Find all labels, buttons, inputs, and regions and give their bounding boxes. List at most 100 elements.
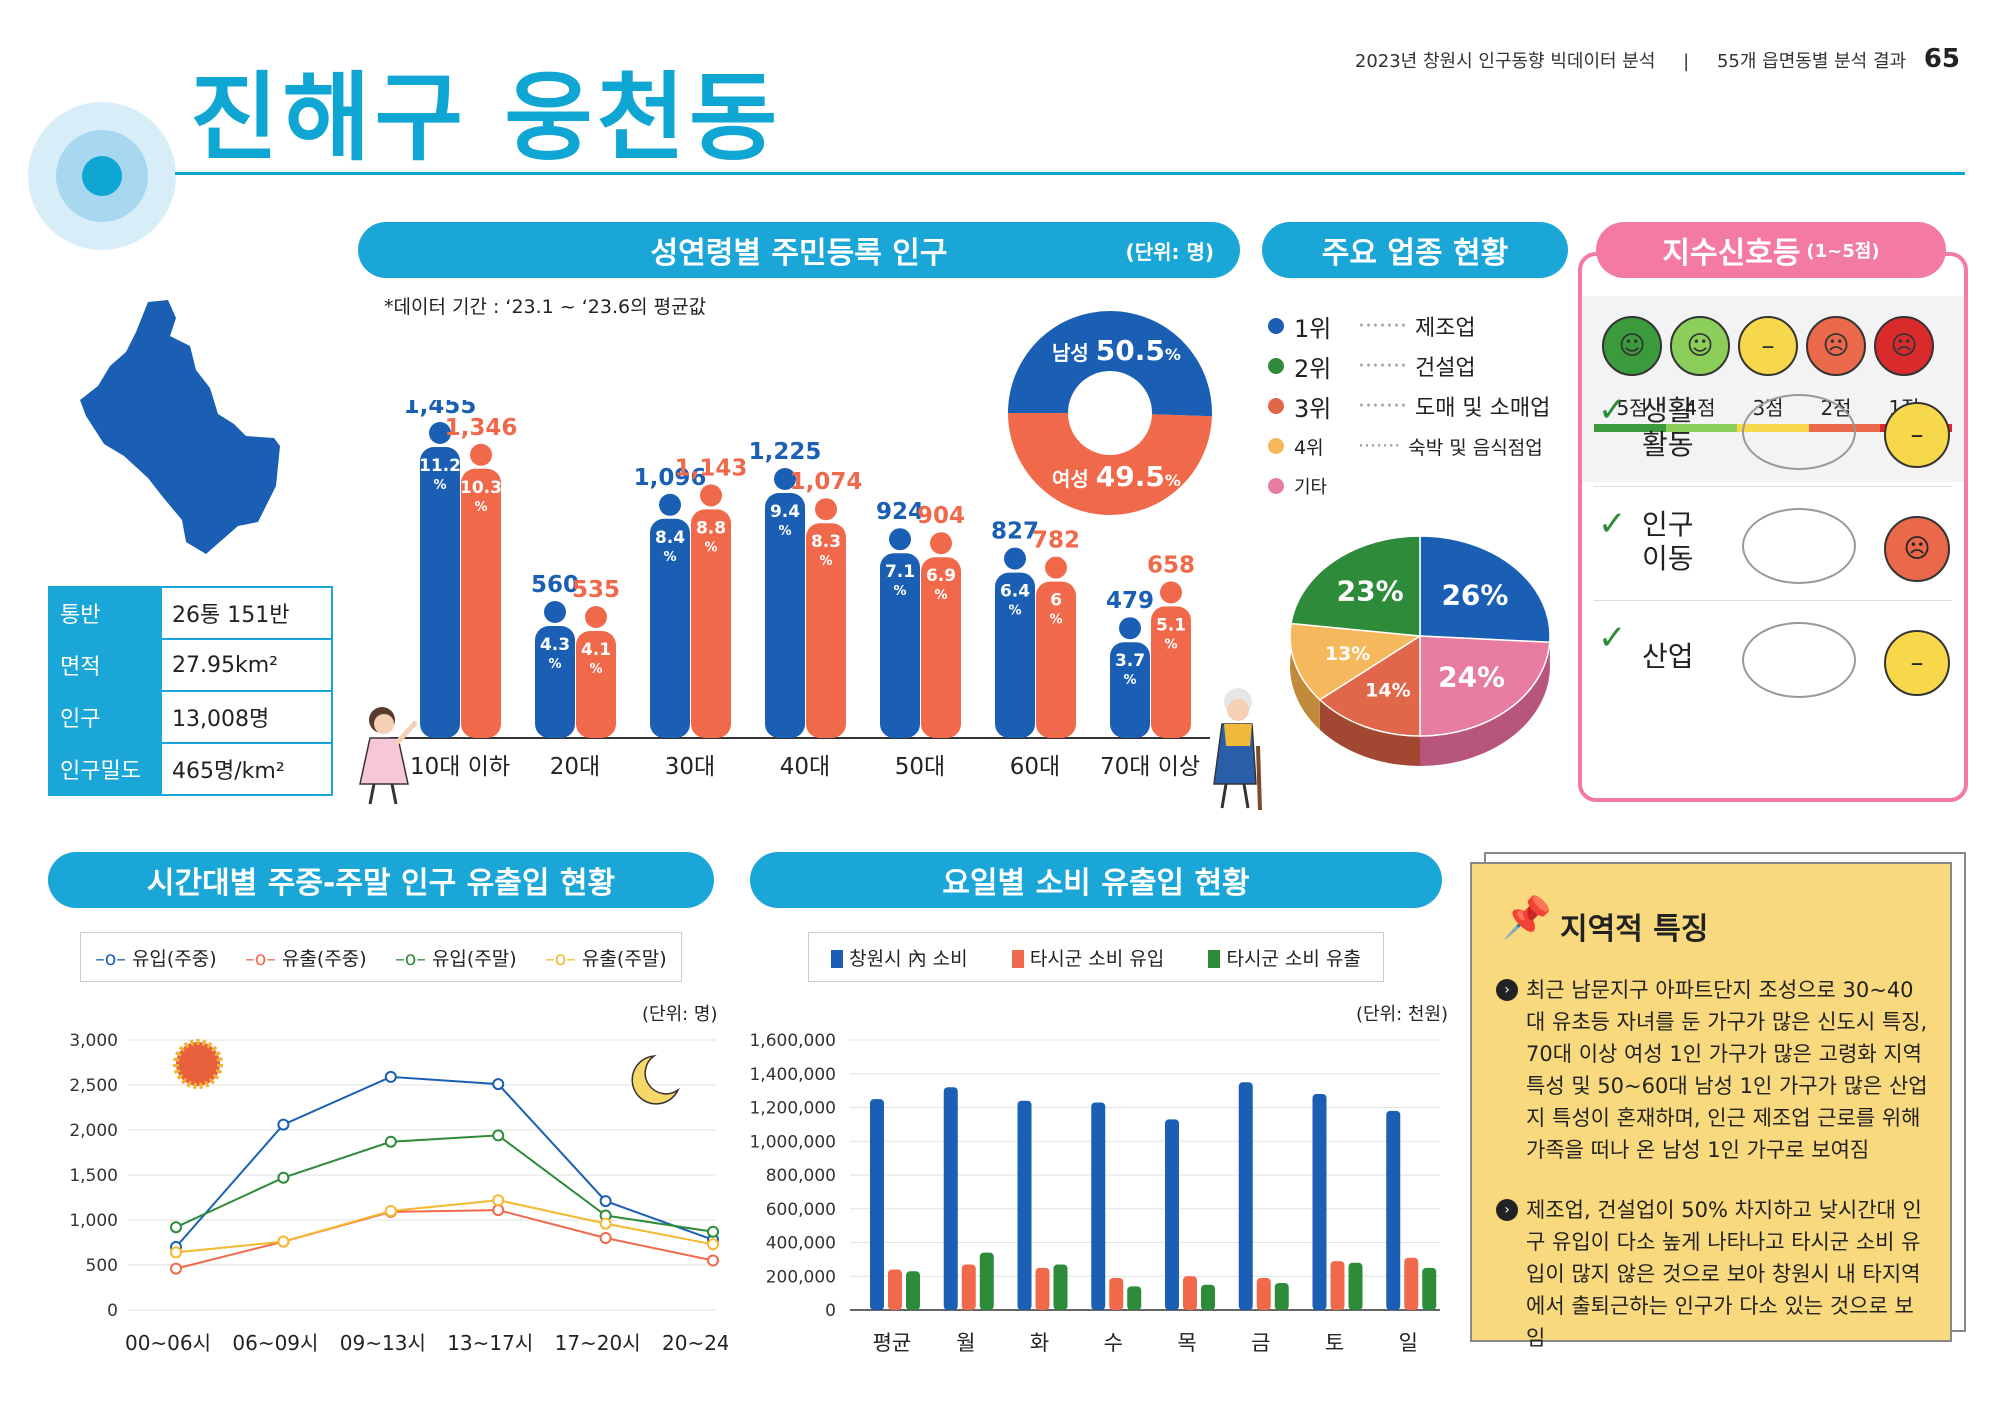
population-value: 535 xyxy=(572,577,620,603)
population-value: 827 xyxy=(991,519,1039,545)
population-value: 1,096 xyxy=(634,465,707,491)
consume-ytick: 1,000,000 xyxy=(750,1132,836,1152)
female-label-box: 여성 49.5% xyxy=(1052,460,1181,493)
population-note: *데이터 기간 : ‘23.1 ~ ‘23.6의 평균값 xyxy=(384,296,707,318)
info-key: 면적 xyxy=(48,638,162,692)
flow-legend-item: –o– 유입(주말) xyxy=(395,947,517,970)
population-head xyxy=(659,493,681,516)
consume-xtick: 토 xyxy=(1325,1331,1344,1355)
population-value: 904 xyxy=(917,503,965,529)
consume-ytick: 800,000 xyxy=(766,1166,836,1186)
flow-ytick: 3,000 xyxy=(69,1031,118,1051)
regional-text-2: 제조업, 건설업이 50% 차지하고 낮시간대 인구 유입이 다소 높게 나타나… xyxy=(1526,1198,1922,1350)
population-head xyxy=(1045,556,1067,579)
flow-line xyxy=(175,1134,714,1233)
scale-seg xyxy=(1665,424,1738,432)
population-bar xyxy=(1110,642,1150,738)
flow-legend-item: –o– 유입(주중) xyxy=(95,947,217,970)
population-pct-sign: % xyxy=(1164,637,1177,652)
population-pct-sign: % xyxy=(934,588,947,603)
consume-legend-item: 타시군 소비 유입 xyxy=(1011,944,1165,971)
consume-bar xyxy=(1256,1277,1271,1310)
flow-ytick: 500 xyxy=(86,1256,118,1276)
industry-slice xyxy=(1419,535,1551,644)
population-bar xyxy=(806,523,846,738)
population-pct: 10.3 xyxy=(460,478,502,498)
consume-bar xyxy=(1422,1267,1437,1310)
population-pct-sign: % xyxy=(589,662,602,677)
male-value: 50.5 xyxy=(1095,334,1165,367)
consume-xtick: 월 xyxy=(956,1331,975,1355)
industry-legend-5: 기타 xyxy=(1268,466,1550,506)
flow-legend-item: –o– 유출(주중) xyxy=(245,947,367,970)
population-bar xyxy=(535,626,575,738)
population-bar xyxy=(1036,581,1076,738)
population-head xyxy=(815,498,837,521)
flow-ytick: 1,000 xyxy=(69,1211,118,1231)
flow-point xyxy=(277,1118,290,1131)
industry-slice-label: 26% xyxy=(1441,578,1508,611)
signal-face-icon: ☹ xyxy=(1874,316,1934,376)
population-bar xyxy=(576,631,616,738)
consume-bar xyxy=(979,1252,994,1310)
industry-slice-label: 14% xyxy=(1365,679,1410,701)
population-value: 1,346 xyxy=(445,415,518,441)
population-value: 560 xyxy=(531,572,579,598)
flow-xtick: 09~13시 xyxy=(340,1331,426,1355)
population-head xyxy=(429,422,451,444)
flow-point xyxy=(384,1135,397,1148)
consume-xtick: 금 xyxy=(1251,1331,1270,1355)
flow-point xyxy=(492,1204,505,1217)
population-pct: 4.3 xyxy=(540,635,570,655)
signal-range: (1~5점) xyxy=(1806,241,1880,262)
flow-point xyxy=(170,1246,182,1259)
population-head xyxy=(544,601,566,623)
flow-legend-item: –o– 유출(주말) xyxy=(545,947,667,970)
industry-dots: ······· xyxy=(1358,313,1407,339)
sun-icon xyxy=(173,1039,223,1089)
flow-ytick: 1,500 xyxy=(69,1166,118,1186)
signal-row-icon xyxy=(1742,508,1856,584)
industry-slice-side xyxy=(1319,699,1420,766)
header-separator: | xyxy=(1683,51,1690,72)
industry-dots: ······· xyxy=(1358,393,1407,419)
population-head xyxy=(774,468,796,490)
consume-xtick: 수 xyxy=(1104,1331,1123,1355)
population-value: 479 xyxy=(1106,588,1154,614)
population-pct-sign: % xyxy=(1123,673,1136,688)
population-category: 10대 이하 xyxy=(410,754,510,780)
signal-row-label: 인구 이동 xyxy=(1642,508,1694,575)
industry-slice xyxy=(1289,622,1423,701)
flow-xtick: 00~06시 xyxy=(125,1331,211,1355)
consume-bar xyxy=(1404,1257,1419,1310)
industry-rank: 3위 xyxy=(1294,394,1332,423)
population-head xyxy=(1004,547,1026,570)
flow-xtick: 13~17시 xyxy=(447,1331,533,1355)
industry-dots: ······· xyxy=(1358,435,1401,457)
report-title: 2023년 창원시 인구동향 빅데이터 분석 xyxy=(1354,51,1656,72)
population-pct-sign: % xyxy=(548,657,561,672)
consume-xtick: 평균 xyxy=(873,1331,912,1355)
flow-point xyxy=(707,1254,720,1267)
check-icon: ✓ xyxy=(1598,504,1627,544)
flow-legend: –o– 유입(주중) –o– 유출(주중) –o– 유입(주말) –o– 유출(… xyxy=(80,932,682,982)
population-category: 40대 xyxy=(780,754,830,780)
consume-bar xyxy=(1330,1261,1345,1310)
female-value: 49.5 xyxy=(1095,460,1165,493)
flow-xtick: 17~20시 xyxy=(555,1331,641,1355)
consume-ytick: 1,200,000 xyxy=(750,1099,836,1119)
page-header: 2023년 창원시 인구동향 빅데이터 분석 | 55개 읍면동별 분석 결과 … xyxy=(1355,44,1960,74)
industry-dot xyxy=(1268,478,1284,494)
industry-dot xyxy=(1268,318,1284,334)
info-table: 통반 26통 151반 면적 27.95km² 인구 13,008명 인구밀도 465명… xyxy=(48,586,333,796)
population-unit: (단위: 명) xyxy=(1125,239,1214,264)
population-category: 30대 xyxy=(665,754,715,780)
population-head xyxy=(1119,617,1141,640)
consume-bar xyxy=(1017,1100,1032,1310)
consume-legend: 창원시 內 소비 타시군 소비 유입 타시군 소비 유출 xyxy=(808,932,1384,982)
consume-legend-label: 타시군 소비 유입 xyxy=(1029,947,1165,970)
male-label-box: 남성 50.5% xyxy=(1052,334,1181,367)
population-pct: 11.2 xyxy=(419,456,461,476)
consume-xtick: 목 xyxy=(1177,1331,1196,1355)
